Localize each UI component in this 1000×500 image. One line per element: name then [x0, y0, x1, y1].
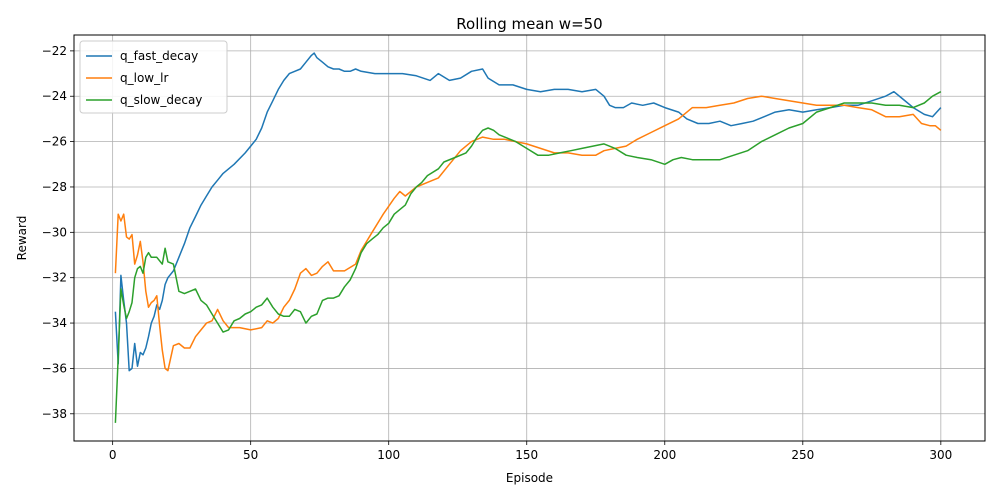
x-tick-label: 100: [377, 448, 400, 462]
y-tick-label: −28: [42, 180, 67, 194]
y-tick-label: −26: [42, 135, 67, 149]
y-tick-label: −34: [42, 316, 67, 330]
series-line-q-fast-decay: [114, 52, 942, 372]
y-tick-label: −30: [42, 225, 67, 239]
y-tick-label: −24: [42, 89, 67, 103]
x-tick-label: 200: [653, 448, 676, 462]
y-tick-label: −36: [42, 361, 67, 375]
x-tick-label: 300: [929, 448, 952, 462]
legend: q_fast_decay q_low_lr q_slow_decay: [79, 40, 228, 114]
chart-title: Rolling mean w=50: [456, 15, 602, 33]
y-axis-label: Reward: [15, 216, 29, 261]
y-axis: −38 −36 −34 −32 −30 −28 −26 −24 −22: [42, 44, 74, 421]
legend-label: q_low_lr: [120, 71, 168, 85]
y-tick-label: −38: [42, 407, 67, 421]
grid-lines: [74, 35, 985, 441]
y-tick-label: −32: [42, 271, 67, 285]
x-axis-label: Episode: [506, 471, 553, 485]
series-line-q-slow-decay: [114, 91, 942, 423]
y-tick-label: −22: [42, 44, 67, 58]
plot-area-frame: [73, 34, 986, 442]
legend-label: q_slow_decay: [120, 93, 202, 107]
x-axis: 0 50 100 150 200 250 300: [109, 441, 952, 462]
legend-box: [79, 40, 228, 114]
x-tick-label: 150: [515, 448, 538, 462]
x-tick-label: 50: [243, 448, 258, 462]
legend-label: q_fast_decay: [120, 49, 198, 63]
x-tick-label: 250: [791, 448, 814, 462]
x-tick-label: 0: [109, 448, 117, 462]
series-lines: [114, 52, 942, 423]
series-line-q-low-lr: [114, 95, 942, 372]
